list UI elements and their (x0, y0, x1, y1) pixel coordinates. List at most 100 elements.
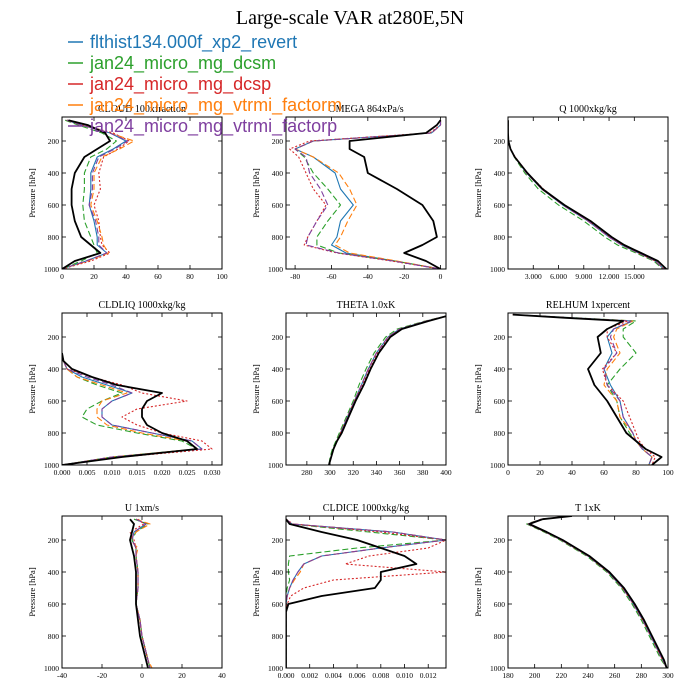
x-tick-label: 0.015 (129, 468, 146, 477)
plot-frame (507, 515, 669, 669)
y-axis-label: Pressure [hPa] (27, 567, 37, 617)
series-group (286, 518, 446, 668)
y-axis-label: Pressure [hPa] (27, 364, 37, 414)
series-group (512, 313, 663, 465)
series-line-5 (131, 518, 151, 668)
legend-entry-1: flthist134.000f_xp2_revert (90, 32, 297, 53)
series-line-2 (512, 314, 653, 465)
series-line-3 (328, 315, 446, 465)
x-tick-label: 0.030 (204, 468, 221, 477)
y-tick-label: 600 (272, 600, 284, 609)
series-line-1 (131, 518, 151, 668)
x-tick-label: 200 (529, 671, 541, 680)
x-tick-label: 220 (556, 671, 568, 680)
panel-title: OMEGA 864xPa/s (328, 104, 403, 115)
series-line-3 (286, 518, 446, 668)
y-tick-label: 600 (494, 201, 506, 210)
series-line-1 (62, 119, 127, 269)
x-tick-label: 0.000 (278, 671, 295, 680)
plot-frame (285, 116, 447, 270)
x-tick-label: 15.000 (624, 272, 645, 281)
x-tick-label: 60 (600, 468, 608, 477)
series-line-3 (62, 352, 213, 465)
x-tick-label: 0.005 (79, 468, 96, 477)
y-axis-label: Pressure [hPa] (473, 168, 483, 218)
series-line-3 (62, 119, 130, 269)
series-line-5 (286, 518, 446, 668)
series-line-2 (526, 516, 668, 668)
y-tick-label: 200 (48, 137, 60, 146)
y-tick-label: 400 (272, 568, 284, 577)
legend-entry-4: jan24_micro_mg_vtrmi_factorm (89, 95, 342, 116)
series-line-5 (328, 315, 446, 465)
y-tick-label: 400 (48, 568, 60, 577)
series-group (328, 315, 446, 465)
x-tick-label: 80 (632, 468, 640, 477)
y-tick-label: 1000 (490, 265, 505, 274)
x-tick-label: 280 (636, 671, 648, 680)
plot-frame (285, 312, 447, 466)
series-group (526, 516, 668, 668)
series-line-3 (508, 120, 665, 269)
legend-entry-3: jan24_micro_mg_dcsp (89, 74, 271, 95)
legend-entry-2: jan24_micro_mg_dcsm (89, 53, 276, 74)
series-line-4 (62, 119, 135, 269)
y-axis-label: Pressure [hPa] (251, 567, 261, 617)
y-tick-label: 1000 (490, 461, 505, 470)
x-tick-label: 280 (301, 468, 313, 477)
series-line-6 (348, 119, 442, 269)
series-line-6 (62, 352, 198, 465)
x-tick-label: 0.006 (349, 671, 366, 680)
y-axis-label: Pressure [hPa] (473, 364, 483, 414)
panel-5: 280 300 320 340 360 380 400 200 400 600 800 1000 THE… (251, 300, 452, 477)
y-tick-label: 200 (48, 536, 60, 545)
series-line-6 (528, 516, 668, 668)
x-tick-label: 0.010 (104, 468, 121, 477)
series-line-1 (286, 518, 446, 668)
y-tick-label: 400 (494, 568, 506, 577)
series-line-5 (62, 352, 203, 465)
x-tick-label: 9.000 (575, 272, 592, 281)
series-line-4 (62, 352, 198, 465)
y-tick-label: 200 (494, 333, 506, 342)
series-line-1 (527, 516, 668, 668)
x-tick-label: 300 (324, 468, 336, 477)
y-tick-label: 200 (494, 137, 506, 146)
plot-frame (285, 515, 447, 669)
y-tick-label: 200 (272, 536, 284, 545)
y-axis-label: Pressure [hPa] (251, 168, 261, 218)
x-tick-label: 0.010 (396, 671, 413, 680)
x-tick-label: -40 (57, 671, 67, 680)
series-line-6 (129, 518, 149, 668)
x-tick-label: 180 (502, 671, 514, 680)
x-tick-label: 400 (440, 468, 452, 477)
y-tick-label: 1000 (268, 265, 283, 274)
y-tick-label: 400 (48, 365, 60, 374)
x-tick-label: 3.000 (525, 272, 542, 281)
panel-6: 0 20 40 60 80 100 200 400 600 800 1000 RELHUM 1xper… (473, 300, 674, 477)
y-tick-label: 1000 (268, 461, 283, 470)
x-tick-label: 20 (90, 272, 98, 281)
series-group (508, 120, 667, 269)
x-tick-label: 40 (568, 468, 576, 477)
x-tick-label: 0.002 (301, 671, 318, 680)
y-tick-label: 200 (272, 333, 284, 342)
x-tick-label: 80 (186, 272, 194, 281)
y-tick-label: 600 (48, 397, 60, 406)
x-tick-label: 100 (216, 272, 228, 281)
x-tick-label: 40 (218, 671, 226, 680)
series-line-2 (508, 120, 664, 269)
y-tick-label: 600 (494, 397, 506, 406)
series-line-6 (62, 119, 111, 269)
series-line-1 (512, 314, 653, 465)
series-line-5 (512, 314, 653, 465)
x-tick-label: 0 (140, 671, 144, 680)
legend: flthist134.000f_xp2_revertjan24_micro_mg… (68, 32, 342, 137)
x-tick-label: 40 (122, 272, 130, 281)
y-tick-label: 200 (272, 137, 284, 146)
x-tick-label: 360 (394, 468, 406, 477)
series-group (62, 352, 213, 465)
y-tick-label: 800 (48, 233, 60, 242)
plot-frame (507, 116, 669, 270)
